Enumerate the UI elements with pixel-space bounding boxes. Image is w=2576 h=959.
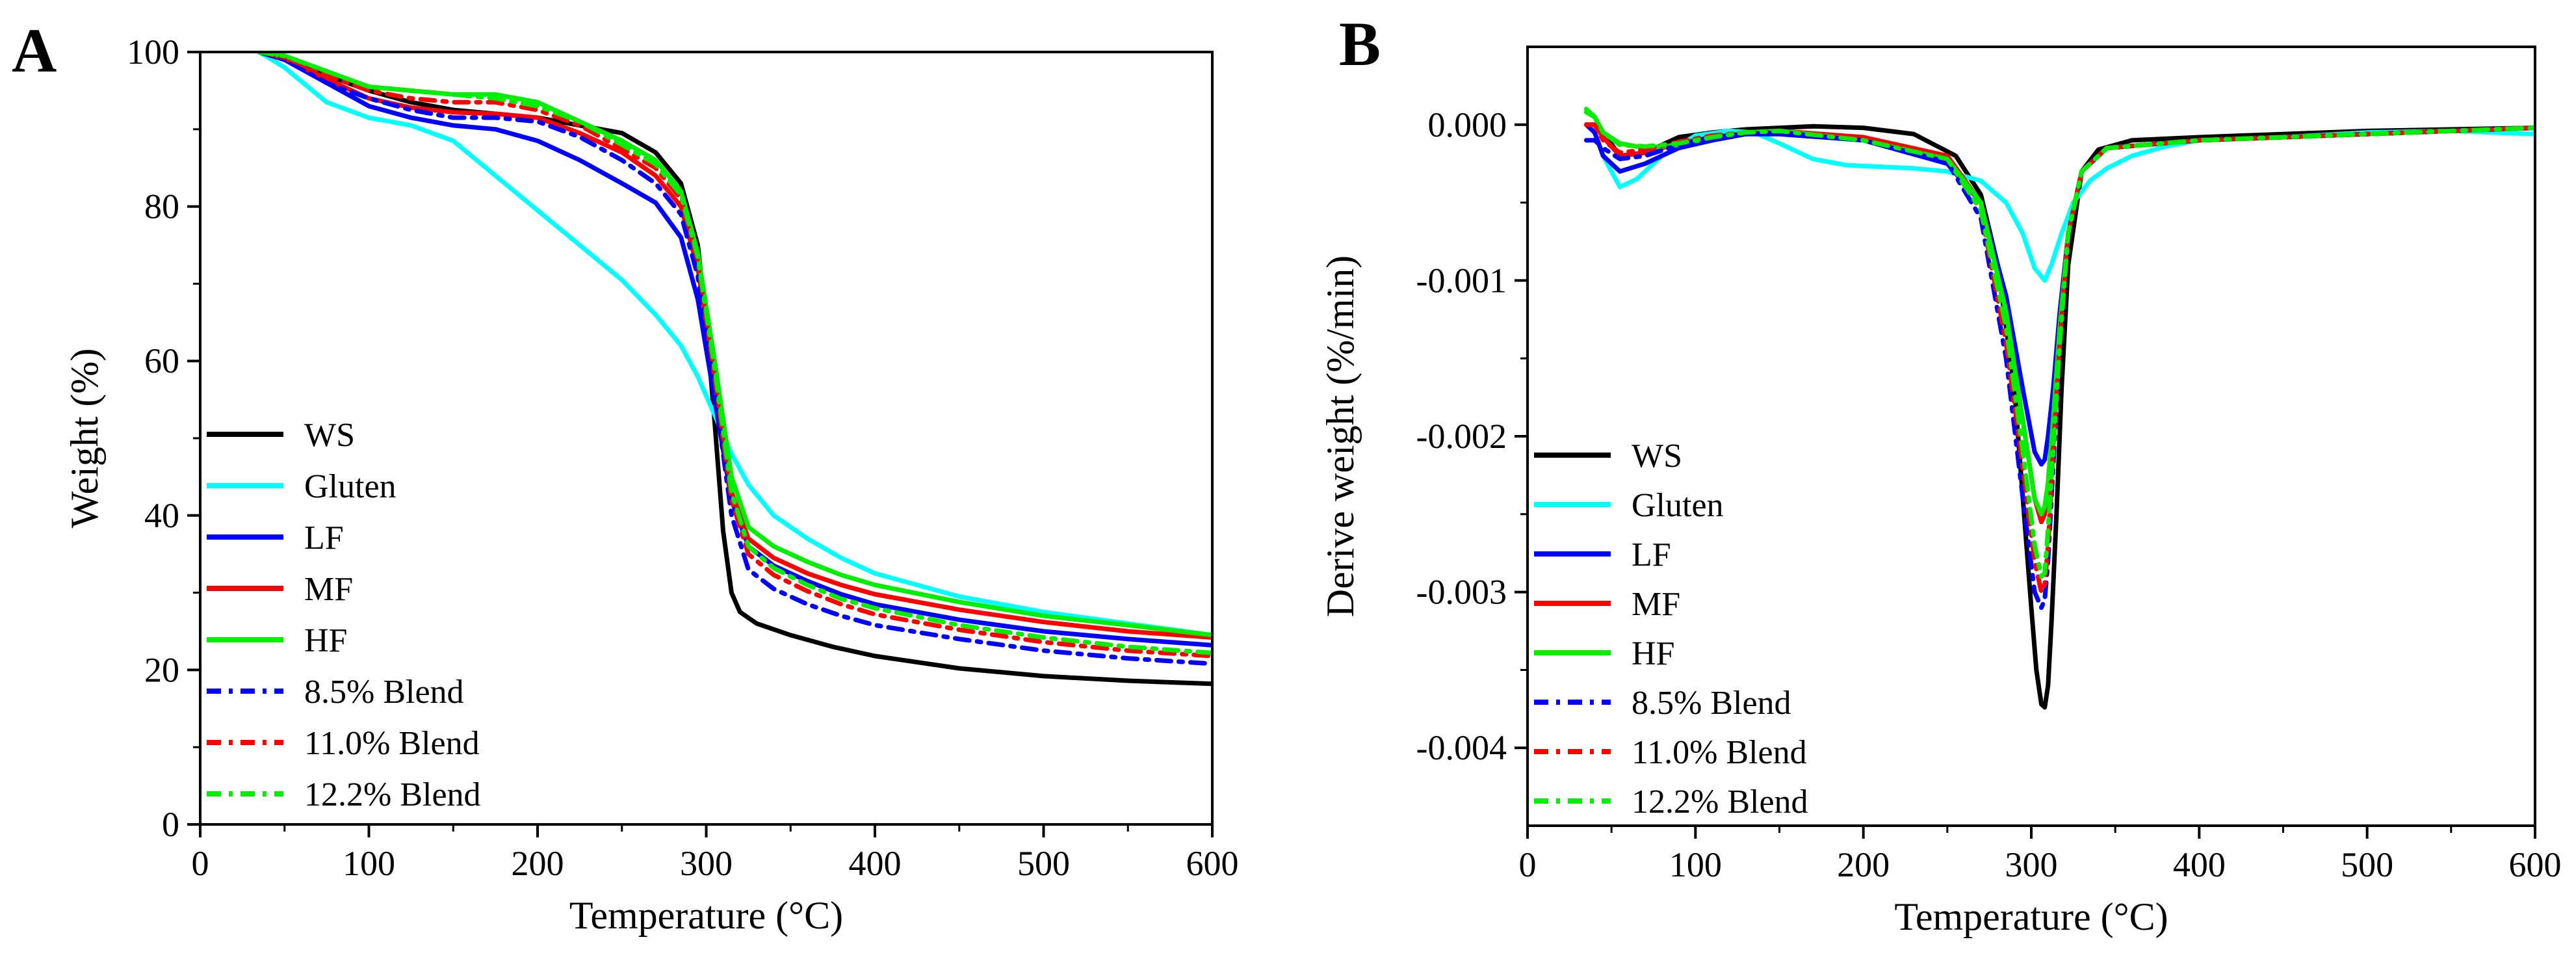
y-tick-label: 100 [127, 33, 179, 72]
x-axis-label: Temperature (°C) [1894, 895, 2168, 938]
series-line-8-5-blend [257, 52, 1212, 666]
x-tick-label: 300 [2005, 845, 2058, 884]
y-tick-label: 20 [144, 650, 179, 689]
series-line-12-2-blend [1583, 110, 2535, 579]
series-line-mf [257, 52, 1212, 640]
legend: WS Gluten LF MF HF 8.5% Blend 11.0% Blend 12.2%… [1534, 438, 1808, 821]
panel-a-chart: A 0 100 200 300 400 500 600 0 20 40 60 80 100 Temperat… [12, 16, 1239, 937]
y-tick-label: -0.001 [1416, 261, 1507, 300]
series-line-11-0-blend [1583, 122, 2535, 595]
legend-label: 11.0% Blend [304, 725, 480, 762]
x-tick-label: 300 [680, 844, 733, 883]
x-tick-label: 200 [1837, 845, 1890, 884]
series-line-12-2-blend [257, 52, 1212, 655]
legend-label: WS [304, 417, 355, 454]
legend-label: 11.0% Blend [1632, 734, 1807, 771]
legend-label: WS [1632, 438, 1682, 475]
x-tick-label: 500 [1017, 844, 1070, 883]
x-tick-label: 400 [2173, 845, 2226, 884]
plot-area [1583, 107, 2535, 710]
y-tick-label: -0.004 [1416, 728, 1507, 767]
series-line-gluten [1583, 122, 2535, 283]
x-tick-label: 500 [2341, 845, 2393, 884]
x-axis-label: Temperature (°C) [569, 894, 843, 937]
x-tick-label: 0 [1519, 845, 1537, 884]
y-tick-label: -0.003 [1416, 573, 1507, 612]
series-line-ws [1583, 122, 2535, 710]
x-tick-label: 600 [1186, 844, 1239, 883]
legend-label: LF [1632, 536, 1671, 573]
y-tick-label: 0 [162, 805, 179, 844]
legend-label: Gluten [1632, 487, 1724, 524]
legend: WS Gluten LF MF HF 8.5% Blend 11.0% Blend 12.2%… [207, 417, 481, 813]
legend-label: HF [304, 622, 347, 659]
series-line-hf [257, 52, 1212, 638]
legend-label: LF [304, 519, 344, 557]
panel-letter: A [12, 16, 57, 85]
y-tick-label: -0.002 [1416, 417, 1507, 456]
legend-label: 12.2% Blend [1632, 783, 1808, 821]
x-tick-label: 200 [512, 844, 564, 883]
x-tick-label: 400 [849, 844, 902, 883]
x-tick-label: 100 [343, 844, 395, 883]
series-line-lf [257, 52, 1212, 648]
legend-label: HF [1632, 635, 1674, 672]
series-line-gluten [257, 52, 1212, 638]
x-tick-label: 600 [2509, 845, 2562, 884]
y-tick-label: 60 [144, 341, 179, 380]
plot-area [257, 52, 1212, 687]
y-tick-label: 0.000 [1428, 105, 1507, 144]
legend-label: Gluten [304, 468, 397, 505]
legend-label: MF [1632, 586, 1680, 623]
legend-label: 8.5% Blend [1632, 685, 1791, 722]
x-tick-label: 0 [192, 844, 209, 883]
legend-label: MF [304, 571, 353, 608]
series-line-11-0-blend [257, 52, 1212, 659]
y-tick-label: 40 [144, 496, 179, 535]
legend-label: 12.2% Blend [304, 776, 481, 813]
panel-b-chart: B 0 100 200 300 400 500 600 0.000 -0.001 -0.002 -0.… [1319, 9, 2562, 938]
x-tick-label: 100 [1669, 845, 1722, 884]
y-tick-label: 80 [144, 187, 179, 226]
panel-letter: B [1339, 9, 1381, 79]
y-axis-label: Derive weight (%/min) [1319, 256, 1362, 618]
y-axis-label: Weight (%) [63, 348, 106, 529]
legend-label: 8.5% Blend [304, 674, 464, 711]
series-line-ws [257, 52, 1212, 687]
